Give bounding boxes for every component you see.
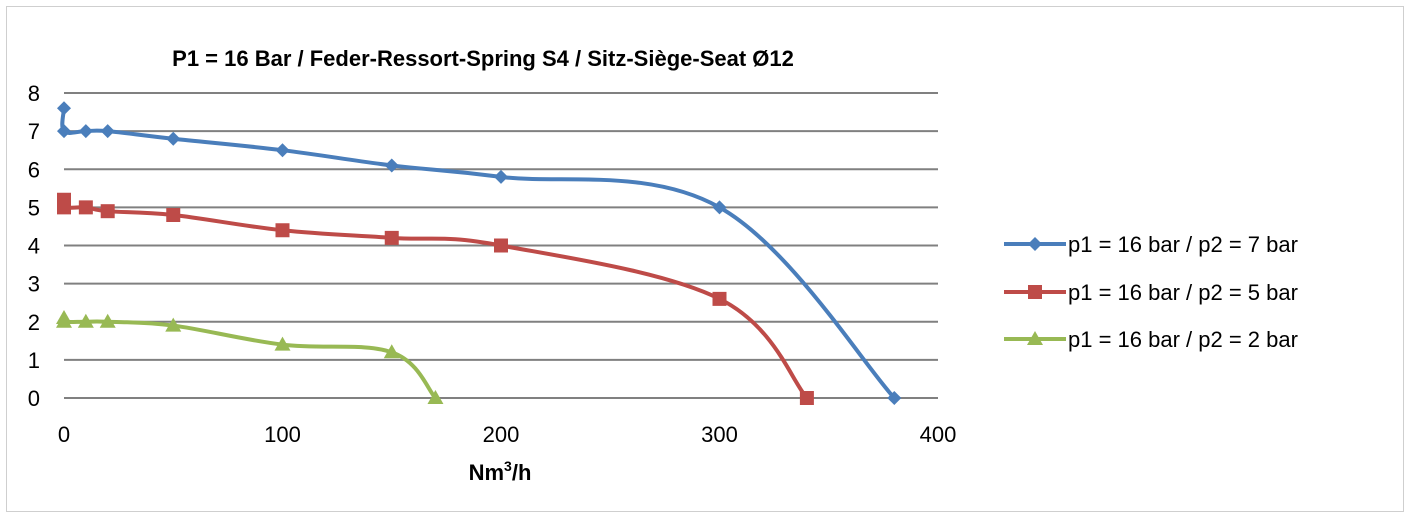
y-tick-label: 8 [28,81,40,106]
chart-frame [6,6,1404,512]
x-axis-label-superscript: 3 [504,458,512,474]
data-point-series-1 [712,200,727,215]
y-tick-label: 6 [28,157,40,182]
series-group [56,101,902,405]
y-tick-label: 2 [28,310,40,335]
data-point-series-2 [57,200,71,215]
legend-marker-2 [1028,285,1042,299]
data-point-series-1 [100,124,115,139]
data-point-series-3 [274,336,291,351]
x-tick-labels: 0 100 200 300 400 [58,422,956,447]
data-point-series-3 [56,313,72,328]
data-point-series-2 [100,204,115,219]
series-line-3 [60,316,438,400]
data-point-series-2 [384,230,399,245]
grid-lines [64,92,938,399]
series-line-1 [60,108,896,400]
data-point-series-3 [383,344,400,359]
y-tick-label: 0 [28,386,40,411]
x-axis-label: Nm3/h [469,458,532,485]
x-axis-label-main: Nm [469,460,504,485]
data-point-series-2 [275,223,290,238]
series-line-2 [60,199,809,400]
x-axis-label-tail: /h [512,460,532,485]
data-point-series-2 [799,391,814,405]
data-point-series-1 [57,101,71,116]
data-point-series-1 [384,158,399,173]
x-tick-label: 300 [701,422,738,447]
data-point-series-2 [78,200,93,215]
data-point-series-1 [57,124,71,139]
legend-marker-1 [1028,237,1042,251]
data-point-series-2 [712,291,727,306]
data-point-series-2 [494,238,508,253]
y-tick-label: 4 [28,234,40,259]
y-tick-label: 3 [28,272,40,297]
data-point-series-3 [165,317,182,332]
data-point-series-3 [427,390,444,404]
y-tick-label: 1 [28,348,40,373]
x-tick-label: 100 [264,422,301,447]
legend: p1 = 16 bar / p2 = 7 bar p1 = 16 bar / p2… [1004,232,1298,352]
data-point-series-3 [77,313,94,328]
data-point-series-1 [166,131,181,146]
y-tick-label: 5 [28,195,40,220]
data-point-series-1 [494,169,508,184]
x-tick-label: 0 [58,422,70,447]
y-tick-label: 7 [28,119,40,144]
legend-label-3: p1 = 16 bar / p2 = 2 bar [1068,327,1298,352]
data-point-series-3 [99,313,116,328]
x-tick-label: 200 [483,422,520,447]
data-point-series-1 [78,124,93,139]
data-point-series-1 [275,143,290,158]
data-point-series-1 [887,391,902,405]
data-point-series-2 [166,208,181,222]
legend-label-2: p1 = 16 bar / p2 = 5 bar [1068,280,1298,305]
legend-label-1: p1 = 16 bar / p2 = 7 bar [1068,232,1298,257]
y-tick-labels: 0 1 2 3 4 5 6 7 8 [28,81,40,411]
x-tick-label: 400 [920,422,957,447]
chart-title: P1 = 16 Bar / Feder-Ressort-Spring S4 / … [172,46,794,71]
legend-marker-3 [1027,331,1043,345]
